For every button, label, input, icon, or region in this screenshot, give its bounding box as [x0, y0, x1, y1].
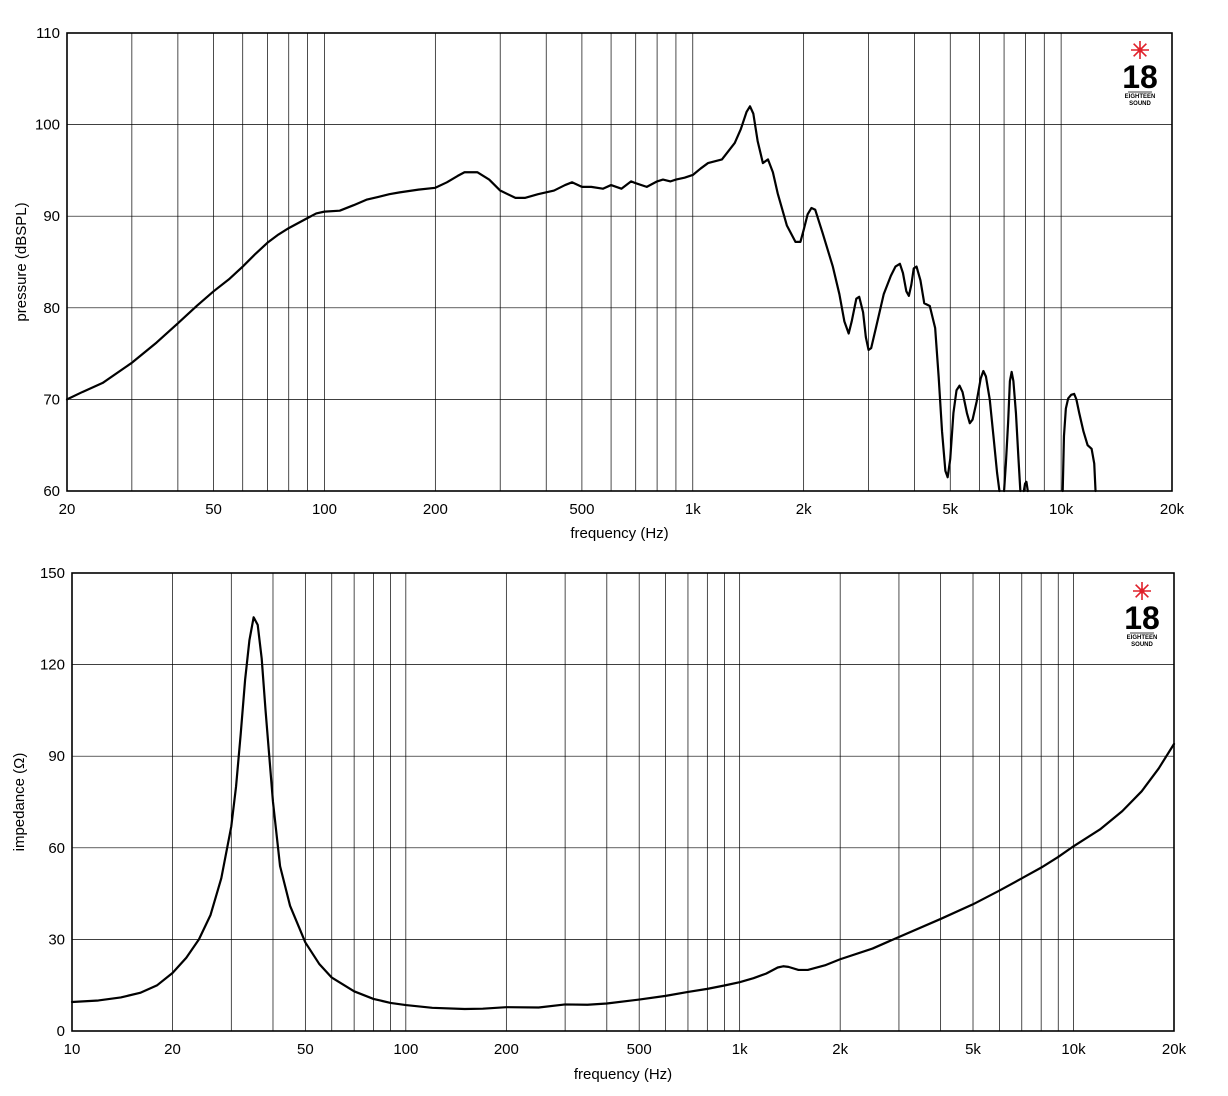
impedance-x-ticks: 10 20 50 100 200 500 1k 2k 5k 10k 20k [64, 1041, 1187, 1058]
pressure-x-axis-label: frequency (Hz) [570, 525, 668, 542]
impedance-x-tick-label: 10k [1061, 1041, 1086, 1058]
impedance-x-tick-label: 100 [393, 1041, 418, 1058]
impedance-x-tick-label: 200 [494, 1041, 519, 1058]
logo-line1: EIGHTEEN [1125, 94, 1156, 100]
logo-line2: SOUND [1131, 642, 1153, 648]
impedance-x-axis-label: frequency (Hz) [574, 1066, 672, 1083]
star-icon [1131, 41, 1149, 59]
logo-number: 18 [1122, 59, 1158, 95]
pressure-plot-frame [66, 32, 1173, 492]
pressure-y-axis-label: pressure (dBSPL) [13, 202, 30, 321]
pressure-y-tick-label: 110 [36, 25, 60, 42]
pressure-gridlines [67, 33, 1172, 491]
impedance-gridlines [72, 573, 1174, 1031]
eighteen-sound-logo: 18 EIGHTEEN SOUND [1124, 582, 1160, 648]
pressure-x-tick-label: 5k [942, 501, 958, 518]
pressure-x-tick-label: 100 [312, 501, 337, 518]
pressure-x-tick-label: 200 [423, 501, 448, 518]
impedance-x-tick-label: 5k [965, 1041, 981, 1058]
impedance-y-tick-label: 30 [48, 931, 65, 948]
impedance-y-tick-label: 0 [57, 1023, 65, 1040]
impedance-x-tick-label: 20 [164, 1041, 181, 1058]
impedance-y-tick-label: 90 [48, 748, 65, 765]
pressure-curve [65, 105, 1097, 493]
impedance-plot-frame [71, 572, 1175, 1032]
star-icon [1133, 582, 1151, 600]
logo-number: 18 [1124, 600, 1160, 636]
pressure-y-tick-label: 80 [43, 300, 60, 317]
impedance-x-tick-label: 2k [832, 1041, 848, 1058]
pressure-x-tick-label: 20 [59, 501, 76, 518]
impedance-chart: 10 20 50 100 200 500 1k 2k 5k 10k 20k 0 30 60 90 120 15… [11, 565, 1187, 1083]
logo-line2: SOUND [1129, 101, 1151, 107]
pressure-chart: 20 50 100 200 500 1k 2k 5k 10k 20k 60 70 80 90 100 110… [13, 25, 1185, 542]
eighteen-sound-logo: 18 EIGHTEEN SOUND [1122, 41, 1158, 107]
pressure-x-ticks: 20 50 100 200 500 1k 2k 5k 10k 20k [59, 501, 1185, 518]
impedance-x-tick-label: 1k [732, 1041, 748, 1058]
impedance-y-tick-label: 60 [48, 840, 65, 857]
pressure-y-tick-label: 100 [35, 117, 60, 134]
pressure-x-tick-label: 10k [1049, 501, 1074, 518]
pressure-x-tick-label: 20k [1160, 501, 1185, 518]
impedance-y-axis-label: impedance (Ω) [11, 753, 28, 852]
impedance-x-tick-label: 50 [297, 1041, 314, 1058]
pressure-y-tick-label: 60 [43, 483, 60, 500]
pressure-y-tick-label: 90 [43, 208, 60, 225]
pressure-y-ticks: 60 70 80 90 100 110 [35, 25, 60, 500]
pressure-y-tick-label: 70 [43, 391, 60, 408]
pressure-x-tick-label: 500 [569, 501, 594, 518]
impedance-curve [70, 616, 1176, 1011]
logo-line1: EIGHTEEN [1127, 635, 1158, 641]
pressure-x-tick-label: 2k [796, 501, 812, 518]
impedance-x-tick-label: 20k [1162, 1041, 1187, 1058]
pressure-x-tick-label: 1k [685, 501, 701, 518]
impedance-x-tick-label: 10 [64, 1041, 81, 1058]
impedance-y-tick-label: 150 [40, 565, 65, 582]
impedance-x-tick-label: 500 [627, 1041, 652, 1058]
pressure-x-tick-label: 50 [205, 501, 222, 518]
impedance-y-ticks: 0 30 60 90 120 150 [40, 565, 65, 1040]
impedance-y-tick-label: 120 [40, 657, 65, 674]
